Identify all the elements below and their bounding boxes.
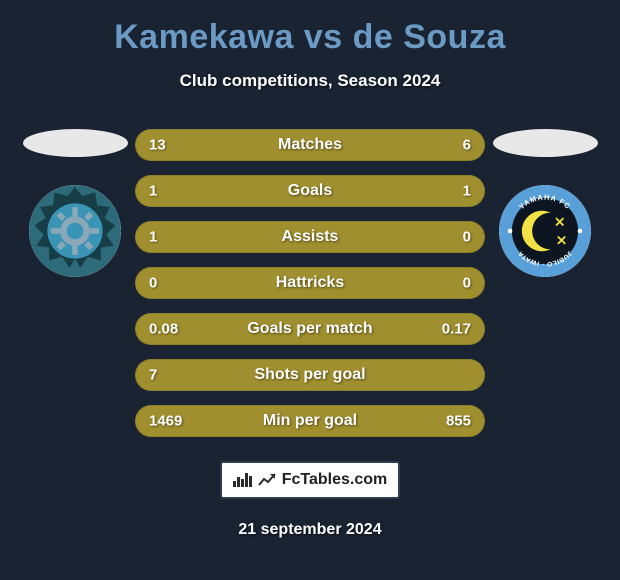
stat-row: 7Shots per goal (135, 359, 485, 391)
stat-row: 1469Min per goal855 (135, 405, 485, 437)
stat-row: 1Goals1 (135, 175, 485, 207)
player-left-shadow (23, 129, 128, 157)
stat-value-left: 13 (149, 137, 166, 154)
stat-row: 1Assists0 (135, 221, 485, 253)
player-left-column (15, 129, 135, 277)
comparison-panel: 13Matches61Goals11Assists00Hattricks00.0… (0, 129, 620, 437)
stat-label: Hattricks (135, 274, 485, 292)
chart-icon (233, 473, 252, 487)
stat-label: Goals (135, 182, 485, 200)
page-title: Kamekawa vs de Souza (114, 18, 506, 57)
stat-label: Min per goal (135, 412, 485, 430)
stat-label: Matches (135, 136, 485, 154)
stat-value-left: 1469 (149, 413, 182, 430)
stat-value-right: 855 (446, 413, 471, 430)
stat-value-right: 0.17 (442, 321, 471, 338)
stat-value-left: 7 (149, 367, 157, 384)
stat-value-right: 0 (463, 229, 471, 246)
stat-value-right: 1 (463, 183, 471, 200)
stat-label: Goals per match (135, 320, 485, 338)
player-right-column: YAMAHA FC JUBILO · IWATA (485, 129, 605, 277)
subtitle: Club competitions, Season 2024 (180, 71, 441, 91)
stat-row: 0Hattricks0 (135, 267, 485, 299)
stat-label: Assists (135, 228, 485, 246)
stat-value-right: 0 (463, 275, 471, 292)
brand-badge[interactable]: FcTables.com (220, 461, 400, 499)
stat-value-right: 6 (463, 137, 471, 154)
player-right-shadow (493, 129, 598, 157)
stat-value-left: 1 (149, 229, 157, 246)
club-crest-left (29, 185, 121, 277)
stat-value-left: 0 (149, 275, 157, 292)
stat-label: Shots per goal (135, 366, 485, 384)
stat-value-left: 0.08 (149, 321, 178, 338)
club-crest-right: YAMAHA FC JUBILO · IWATA (499, 185, 591, 277)
date-text: 21 september 2024 (238, 521, 381, 539)
stat-row: 0.08Goals per match0.17 (135, 313, 485, 345)
stats-list: 13Matches61Goals11Assists00Hattricks00.0… (135, 129, 485, 437)
arrow-icon (258, 473, 276, 487)
stat-row: 13Matches6 (135, 129, 485, 161)
stat-value-left: 1 (149, 183, 157, 200)
brand-text: FcTables.com (282, 471, 388, 489)
